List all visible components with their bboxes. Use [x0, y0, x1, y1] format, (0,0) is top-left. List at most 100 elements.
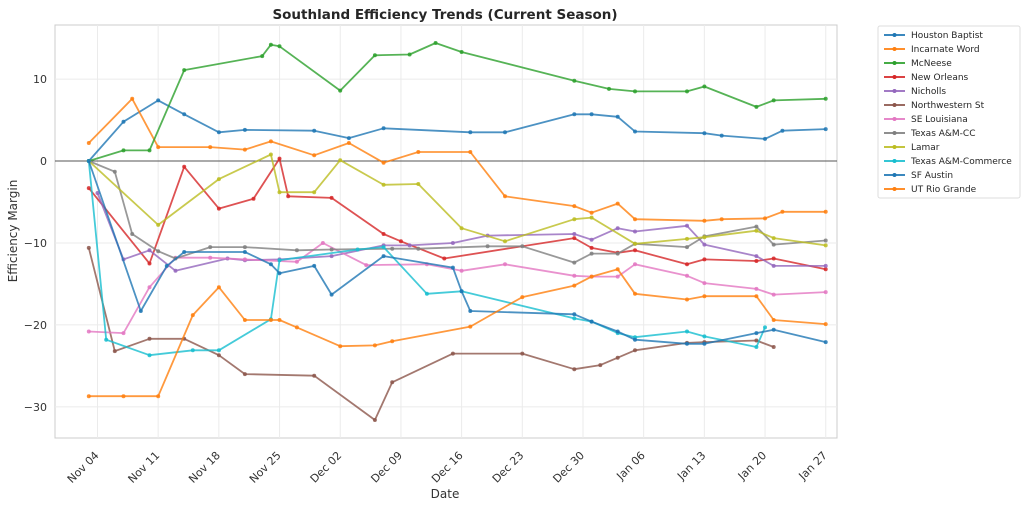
data-point — [416, 246, 421, 251]
data-point — [572, 312, 577, 317]
legend-label: UT Rio Grande — [911, 185, 977, 195]
data-point — [633, 89, 637, 94]
data-point — [754, 254, 759, 259]
data-point — [277, 156, 282, 161]
data-point — [182, 68, 187, 73]
data-point — [702, 294, 707, 299]
data-point — [329, 195, 334, 200]
data-point — [702, 341, 707, 346]
data-point — [633, 262, 637, 267]
data-point — [702, 84, 707, 89]
data-point — [685, 262, 689, 267]
legend-swatch-marker — [892, 103, 897, 107]
legend-swatch-marker — [892, 187, 897, 191]
data-point — [381, 232, 386, 236]
data-point — [771, 256, 776, 261]
x-tick-label: Dec 16 — [429, 449, 466, 486]
data-point — [589, 319, 594, 324]
data-point — [312, 373, 317, 378]
data-point — [615, 274, 620, 279]
data-point — [702, 235, 707, 240]
data-point — [407, 243, 412, 248]
data-point — [702, 242, 707, 247]
data-point — [147, 336, 152, 341]
data-point — [823, 127, 828, 132]
data-point — [277, 318, 282, 322]
legend-swatch-marker — [892, 75, 897, 79]
plot-area — [54, 24, 838, 439]
series-line — [88, 157, 826, 271]
data-point — [572, 78, 577, 83]
data-point — [685, 341, 689, 346]
data-point — [86, 245, 91, 250]
data-point — [485, 244, 490, 249]
data-point — [468, 150, 473, 154]
legend-item: Northwestern St — [884, 101, 985, 111]
data-point — [95, 191, 100, 195]
data-point — [823, 290, 828, 295]
data-point — [503, 262, 507, 267]
data-point — [277, 271, 282, 276]
data-point — [390, 246, 395, 251]
data-point — [459, 50, 464, 54]
x-axis-ticks: Nov 04 Nov 11 Nov 18 Nov 25 Dec 02 Dec 09 Dec … — [65, 449, 830, 486]
data-point — [277, 258, 282, 263]
x-tick-label: Nov 11 — [126, 449, 163, 486]
data-point — [216, 206, 221, 211]
data-point — [754, 294, 759, 299]
data-point — [633, 248, 637, 253]
data-point — [381, 245, 386, 250]
series-houston-baptist — [86, 98, 828, 163]
data-point — [823, 340, 828, 345]
data-point — [268, 318, 273, 322]
data-point — [416, 182, 421, 186]
data-point — [86, 394, 91, 399]
data-point — [242, 372, 247, 377]
data-point — [771, 345, 776, 349]
data-point — [364, 263, 369, 268]
data-point — [190, 348, 195, 353]
data-point — [329, 247, 334, 252]
legend-item: Lamar — [884, 143, 940, 153]
legend-label: Northwestern St — [911, 101, 985, 111]
legend-label: Lamar — [911, 143, 940, 153]
data-point — [130, 232, 135, 236]
legend-item: Houston Baptist — [884, 31, 983, 41]
legend-swatch-marker — [892, 131, 897, 135]
series-lamar — [86, 152, 828, 248]
data-point — [702, 281, 707, 286]
data-point — [685, 329, 689, 334]
data-point — [433, 41, 438, 45]
data-point — [242, 245, 247, 250]
legend: Houston Baptist Incarnate Word McNeese New … — [877, 25, 1021, 199]
series-group — [86, 41, 828, 422]
data-point — [216, 348, 221, 353]
data-point — [182, 164, 187, 169]
data-point — [208, 255, 213, 260]
data-point — [771, 236, 776, 241]
x-tick-label: Jan 06 — [614, 449, 648, 483]
data-point — [86, 159, 91, 163]
data-point — [164, 263, 169, 268]
data-point — [503, 239, 507, 244]
data-point — [572, 112, 577, 117]
data-point — [685, 273, 689, 278]
data-point — [450, 265, 455, 270]
legend-item: McNeese — [884, 59, 952, 69]
data-point — [277, 190, 282, 195]
data-point — [771, 318, 776, 322]
data-point — [589, 215, 594, 220]
data-point — [754, 286, 759, 291]
data-point — [286, 194, 291, 199]
data-point — [754, 259, 759, 263]
legend-swatch-marker — [892, 159, 897, 163]
x-tick-label: Nov 04 — [65, 449, 102, 486]
data-point — [355, 247, 360, 252]
data-point — [633, 129, 637, 134]
series-texas-a-m-cc — [86, 159, 828, 265]
x-tick-label: Dec 23 — [490, 449, 527, 486]
data-point — [615, 226, 620, 231]
data-point — [763, 325, 767, 330]
data-point — [112, 169, 117, 174]
data-point — [294, 259, 299, 264]
